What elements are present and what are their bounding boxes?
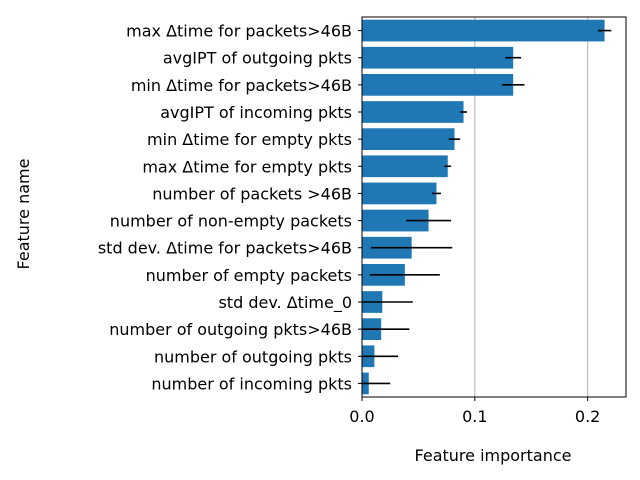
x-axis-title: Feature importance xyxy=(415,446,572,465)
y-tick-label-13: number of incoming pkts xyxy=(151,374,352,393)
bar-0 xyxy=(362,19,605,42)
y-tick-label-9: number of empty packets xyxy=(146,266,352,285)
bar-2 xyxy=(362,74,514,96)
y-tick-label-10: std dev. Δtime_0 xyxy=(218,293,352,313)
y-tick-label-12: number of outgoing pkts xyxy=(154,347,352,366)
y-tick-label-8: std dev. Δtime for packets>46B xyxy=(98,239,352,258)
y-axis-title: Feature name xyxy=(14,159,33,270)
bar-6 xyxy=(362,182,437,205)
x-tick-label-0: 0.0 xyxy=(349,407,374,426)
x-tick-label-2: 0.2 xyxy=(575,407,600,426)
y-tick-label-1: avgIPT of outgoing pkts xyxy=(163,49,352,68)
y-tick-label-5: max Δtime for empty pkts xyxy=(142,157,352,176)
bar-4 xyxy=(362,128,455,150)
bar-1 xyxy=(362,46,514,69)
x-tick-labels: 0.0 0.1 0.2 xyxy=(349,397,600,426)
error-bars xyxy=(362,29,612,385)
y-tick-label-3: avgIPT of incoming pkts xyxy=(160,103,352,122)
y-tick-label-11: number of outgoing pkts>46B xyxy=(109,320,352,339)
bar-3 xyxy=(362,101,464,123)
bar-7 xyxy=(362,209,429,232)
y-tick-labels: max Δtime for packets>46B avgIPT of outgo… xyxy=(98,22,362,393)
bar-5 xyxy=(362,155,448,178)
plot-frame xyxy=(361,16,627,398)
x-tick-label-1: 0.1 xyxy=(462,407,487,426)
y-tick-label-4: min Δtime for empty pkts xyxy=(147,130,352,149)
y-tick-label-2: min Δtime for packets>46B xyxy=(131,76,352,95)
y-tick-label-7: number of non-empty packets xyxy=(110,212,352,231)
y-tick-label-6: number of packets >46B xyxy=(152,184,352,203)
y-tick-label-0: max Δtime for packets>46B xyxy=(126,22,352,41)
